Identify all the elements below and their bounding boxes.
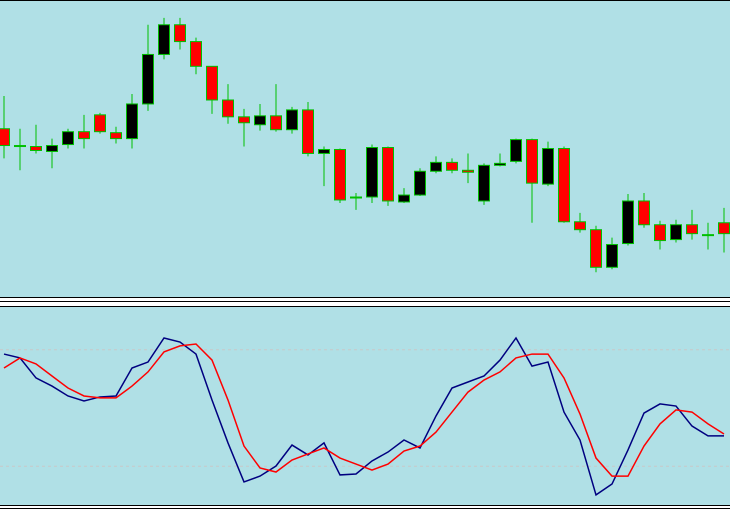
candle-body <box>382 147 394 202</box>
candle-body <box>350 196 362 199</box>
candle-body <box>78 131 90 140</box>
candle-body <box>590 229 602 268</box>
candle-body <box>270 115 282 131</box>
candle-body <box>638 200 650 226</box>
candle-body <box>654 224 666 242</box>
candle-body <box>478 164 490 202</box>
candle-body <box>110 132 122 140</box>
candle-body <box>542 148 554 185</box>
candle-body <box>254 115 266 126</box>
candle-body <box>622 200 634 245</box>
candle-body <box>0 128 10 147</box>
candle-body <box>30 146 42 151</box>
panel-background <box>0 0 730 297</box>
candle-body <box>158 24 170 55</box>
candle-body <box>718 222 730 235</box>
candle-body <box>222 99 234 118</box>
candle-body <box>174 24 186 43</box>
candle-body <box>318 148 330 154</box>
candle-body <box>446 161 458 171</box>
candle-body <box>366 147 378 198</box>
candle-body <box>558 148 570 223</box>
candle-body <box>62 131 74 146</box>
candle-body <box>414 170 426 196</box>
candle-body <box>46 145 58 152</box>
candle-body <box>14 145 26 148</box>
candle-body <box>238 116 250 124</box>
oscillator-panel <box>0 307 730 505</box>
candle-body <box>206 65 218 101</box>
candle-body <box>286 109 298 131</box>
candle-body <box>686 224 698 235</box>
candle-body <box>510 139 522 162</box>
candle-body <box>302 109 314 154</box>
candle-body <box>670 224 682 241</box>
candle-body <box>398 194 410 203</box>
candle-body <box>606 244 618 268</box>
oscillator-line <box>3 343 725 477</box>
candle-body <box>430 161 442 172</box>
price-panel <box>0 0 730 297</box>
candle-body <box>126 103 138 140</box>
candle-body <box>702 234 714 237</box>
candle-body <box>190 41 202 67</box>
candle-body <box>334 148 346 201</box>
candle-body <box>94 114 106 133</box>
candle-body <box>574 221 586 231</box>
candle-body <box>142 53 154 105</box>
candle-body <box>462 169 474 173</box>
candle-body <box>526 139 538 184</box>
candle-body <box>494 162 506 166</box>
panel-background <box>0 307 730 505</box>
